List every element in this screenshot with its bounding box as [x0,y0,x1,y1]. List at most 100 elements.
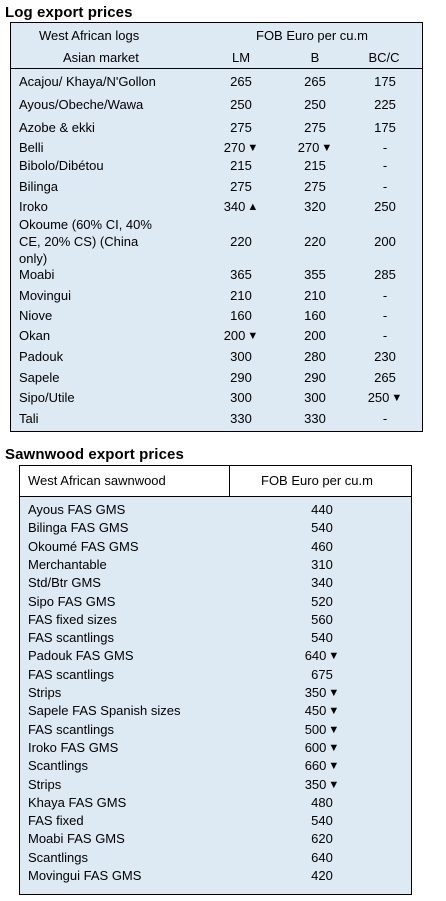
sawnwood-row-price: 350 ▼ [292,777,352,794]
log-row-lm-price-value: 270 [223,140,246,155]
sawnwood-row-price: 560 [292,612,352,628]
sawnwood-row-species-value: FAS scantlings [28,667,114,682]
log-row-bcc-price-value: - [382,308,388,323]
log-row-b-price-value: 290 [304,370,326,385]
log-row-lm-price-value: 200 [223,328,246,343]
sawnwood-row-price-value: 640 [311,850,333,865]
sawnwood-row-price: 350 ▼ [292,685,352,702]
log-row-lm-price-value: 210 [230,288,252,303]
sawnwood-row-species-value: Strips [28,685,62,700]
log-row-b-price: 330 [287,411,343,427]
log-row-bcc-price-value: 200 [374,234,396,249]
sawnwood-row-species-value: Moabi FAS GMS [28,831,125,846]
log-row-b-price: 275 [287,179,343,195]
log-row-bcc-price-value: 175 [374,120,396,135]
log-row-bcc-price-value: - [382,158,388,173]
sawnwood-row-species-value: Merchantable [28,557,107,572]
log-row-species: Movingui [19,288,71,304]
sawnwood-row-species-value: FAS fixed sizes [28,612,117,627]
log-row-b-price: 215 [287,158,343,174]
sawnwood-row-price-value: 310 [311,557,333,572]
log-row-species-value: Iroko [19,199,48,214]
sawnwood-row-species-value: FAS scantlings [28,630,114,645]
log-row-bcc-price-value: 230 [374,349,396,364]
log-row-lm-price: 270 ▼ [214,140,268,157]
log-grade-header-b: B [310,50,320,65]
sawnwood-row-species: FAS fixed sizes [28,612,117,628]
log-row-bcc-price-value: 250 [367,390,390,405]
sawnwood-row-price: 540 [292,630,352,646]
sawnwood-row-price-value: 350 [304,685,327,700]
log-row-species-value: Moabi [19,267,55,282]
sawnwood-row-species: Iroko FAS GMS [28,740,118,756]
log-row-lm-price-value: 330 [230,411,252,426]
sawnwood-row-species-value: Ayous FAS GMS [28,502,126,517]
log-row-species: Sapele [19,370,59,386]
sawnwood-row-species-value: Std/Btr GMS [28,575,101,590]
sawnwood-row-price-value: 420 [311,868,333,883]
log-row-b-price: 210 [287,288,343,304]
sawnwood-export-title: Sawnwood export prices [5,446,184,463]
log-row-b-price-value: 275 [304,179,326,194]
sawnwood-row-price: 480 [292,795,352,811]
log-row-species-value: Bibolo/Dibétou [19,158,104,173]
sawnwood-row-price-value: 480 [311,795,333,810]
arrow-down-icon: ▼ [247,330,259,342]
log-row-species-value: Belli [19,140,44,155]
log-row-bcc-price-value: - [382,328,388,343]
log-row-lm-price: 265 [214,74,268,90]
log-row-b-price-value: 280 [304,349,326,364]
log-row-bcc-price: 225 [357,97,413,113]
sawnwood-row-price-value: 620 [311,831,333,846]
log-row-b-price: 355 [287,267,343,283]
log-row-bcc-price: - [357,140,413,156]
sawnwood-price-table: West African sawnwood FOB Euro per cu.m … [19,465,412,895]
log-row-lm-price-value: 290 [230,370,252,385]
log-row-bcc-price: - [357,179,413,195]
sawnwood-row-species: Movingui FAS GMS [28,868,141,884]
arrow-up-icon: ▲ [247,201,259,213]
log-row-b-price: 200 [287,328,343,344]
sawnwood-row-price-value: 460 [311,539,333,554]
arrow-down-icon: ▼ [328,687,340,699]
log-row-b-price: 280 [287,349,343,365]
sawnwood-row-price: 620 [292,831,352,847]
sawnwood-row-price: 460 [292,539,352,555]
sawnwood-row-price-value: 340 [311,575,333,590]
sawnwood-row-price: 450 ▼ [292,703,352,720]
sawnwood-row-species-value: Scantlings [28,850,88,865]
log-row-b-price: 270 ▼ [287,140,343,157]
sawnwood-row-species: FAS scantlings [28,630,114,646]
log-row-lm-price: 275 [214,120,268,136]
log-row-lm-price: 300 [214,349,268,365]
log-row-lm-price-value: 340 [223,199,246,214]
log-row-b-price-value: 330 [304,411,326,426]
sawnwood-row-species: Merchantable [28,557,107,573]
log-row-bcc-price-value: 285 [374,267,396,282]
sawnwood-row-price: 675 [292,667,352,683]
log-row-species-value: Ayous/Obeche/Wawa [19,97,144,112]
log-row-bcc-price: 265 [357,370,413,386]
sawnwood-row-price: 660 ▼ [292,758,352,775]
sawnwood-row-species-value: FAS fixed [28,813,84,828]
log-row-bcc-price: - [357,308,413,324]
log-row-species: Padouk [19,349,63,365]
log-row-species-line: Okoume (60% CI, 40% [19,217,152,233]
arrow-down-icon: ▼ [328,705,340,717]
sawnwood-row-price: 540 [292,813,352,829]
log-row-species: Ayous/Obeche/Wawa [19,97,143,113]
log-row-species-line: only) [19,251,47,267]
sawnwood-row-species-value: Iroko FAS GMS [28,740,119,755]
sawnwood-row-species-value: Bilinga FAS GMS [28,520,129,535]
sawnwood-row-price-value: 660 [304,758,327,773]
sawnwood-row-species: Khaya FAS GMS [28,795,126,811]
log-row-bcc-price-value: - [382,288,388,303]
sawnwood-row-species: Okoumé FAS GMS [28,539,139,555]
sawnwood-row-species: Bilinga FAS GMS [28,520,128,536]
log-grade-header-bcc: BC/C [368,50,400,65]
log-row-species-value: Tali [19,411,39,426]
log-row-bcc-price-value: 225 [374,97,396,112]
log-row-species-value: Sapele [19,370,60,385]
sawnwood-row-species: Ayous FAS GMS [28,502,125,518]
sawnwood-row-price-value: 540 [311,520,333,535]
